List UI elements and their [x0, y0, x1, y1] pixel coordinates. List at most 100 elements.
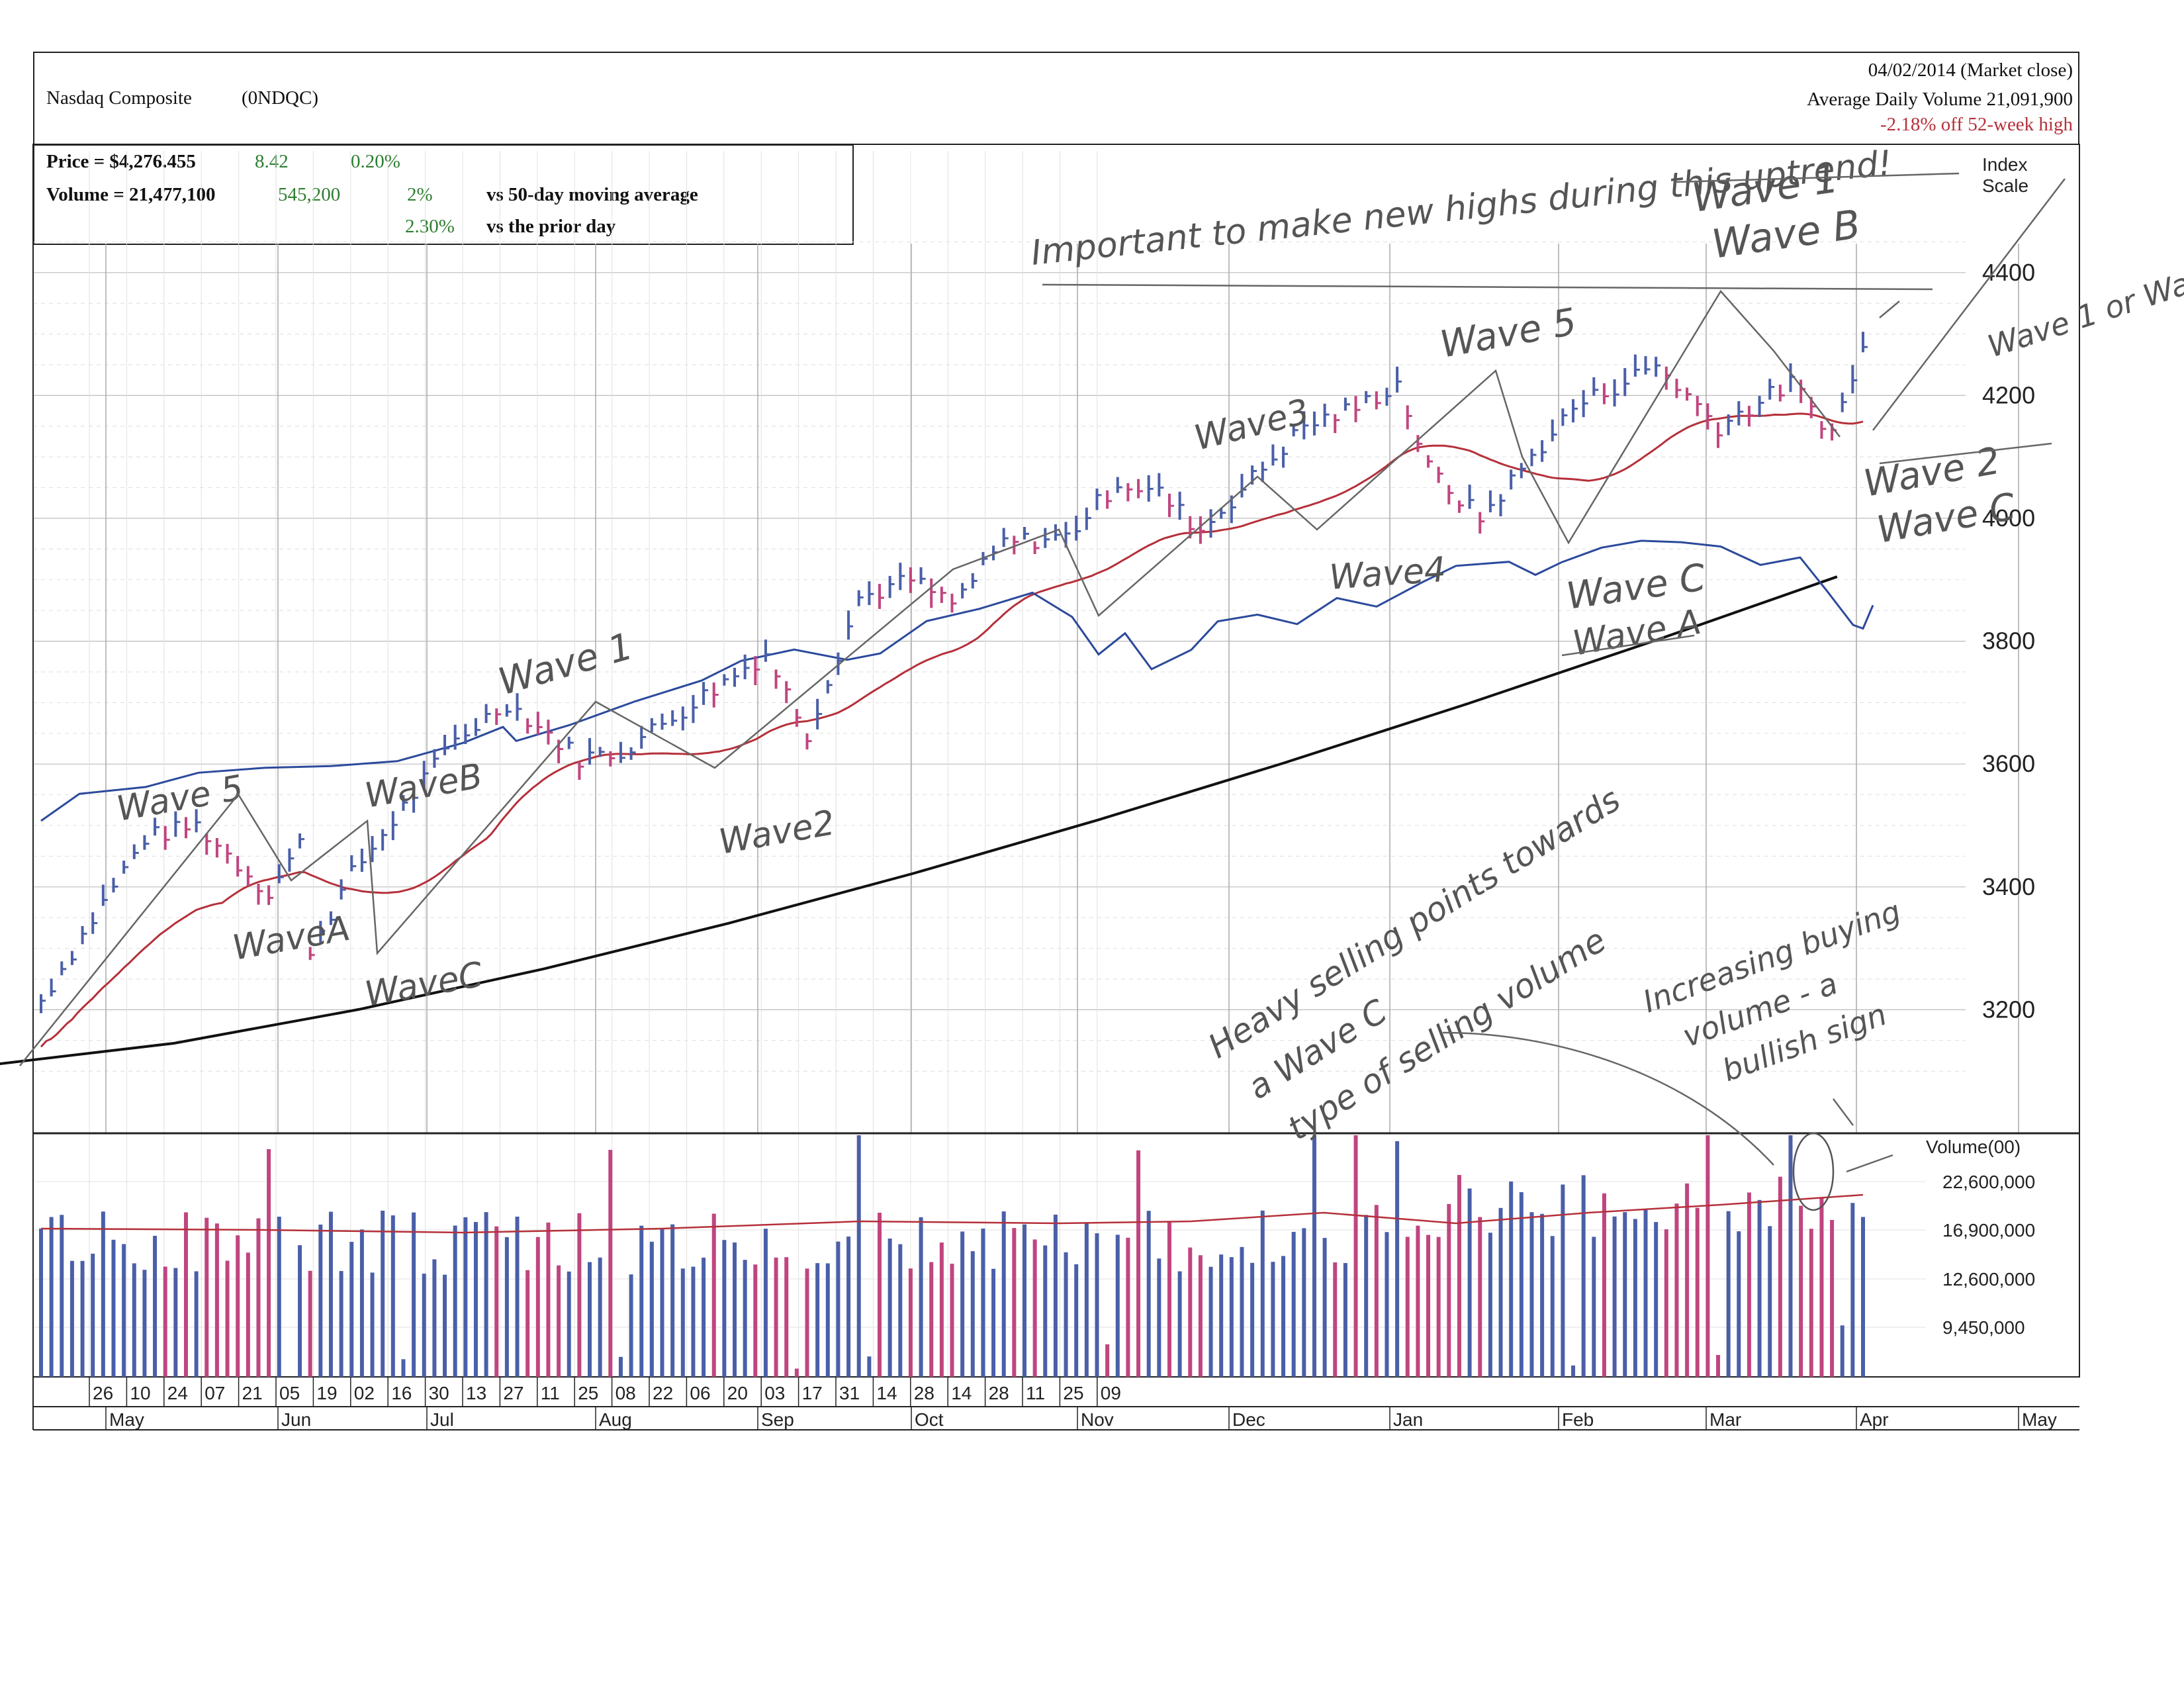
volume-bar [39, 1228, 43, 1377]
index-name: Nasdaq Composite [46, 87, 192, 109]
volume-bar [1830, 1219, 1835, 1377]
volume-tick-0: 22,600,000 [1942, 1172, 2035, 1192]
month-label-Jun: Jun [281, 1409, 311, 1430]
volume-bar [225, 1260, 230, 1377]
volume-bar [473, 1221, 478, 1377]
volume-bar [1788, 1135, 1793, 1377]
date-tick-25: 25 [578, 1383, 598, 1403]
date-tick-30: 30 [429, 1383, 449, 1403]
volume-bar [1250, 1262, 1255, 1377]
volume-bar [856, 1135, 861, 1377]
volume-bar [1478, 1217, 1482, 1377]
ma200-path [0, 575, 1838, 1066]
price-label: Price = $4,276.455 [46, 151, 196, 172]
volume-bar [1364, 1215, 1369, 1377]
annotation-heavy-selling: Heavy selling points towards [1202, 780, 1627, 1066]
month-label-Apr: Apr [1860, 1409, 1889, 1430]
volume-bar [349, 1242, 354, 1377]
volume-bar [1840, 1325, 1844, 1377]
volume-bar [929, 1262, 934, 1377]
volume-bars [39, 1135, 1865, 1377]
date-tick-17: 17 [802, 1383, 823, 1403]
volume-bar [1219, 1254, 1224, 1377]
volume-bar [1654, 1222, 1659, 1377]
volume-vs-ma: vs 50-day moving average [486, 184, 698, 205]
volume-ma-path [40, 1194, 1864, 1234]
volume-bar [1695, 1207, 1700, 1377]
volume-bar [1861, 1217, 1865, 1377]
price-percent: 0.20% [351, 151, 400, 172]
volume-bar [183, 1212, 188, 1377]
annotation-stroke [1846, 1154, 1893, 1173]
volume-bar [660, 1228, 664, 1377]
price-change: 8.42 [255, 151, 289, 172]
volume-bar [142, 1270, 147, 1377]
volume-bar [1188, 1247, 1193, 1377]
month-label-Aug: Aug [599, 1409, 632, 1430]
volume-bar [91, 1253, 95, 1377]
date-tick-07: 07 [205, 1383, 225, 1403]
volume-scale-label: Volume(00) [1926, 1137, 2021, 1157]
month-label-Jan: Jan [1393, 1409, 1423, 1430]
volume-bar [390, 1215, 395, 1377]
volume-bar [1747, 1192, 1751, 1377]
volume-bar [1529, 1212, 1534, 1377]
volume-bar [784, 1257, 789, 1377]
date-tick-22: 22 [653, 1383, 673, 1403]
date-tick-11: 11 [541, 1383, 560, 1403]
volume-bar [753, 1264, 758, 1377]
volume-bar [867, 1356, 872, 1377]
volume-bar [557, 1265, 561, 1377]
date-tick-28: 28 [914, 1383, 934, 1403]
annotation-stroke [1442, 1031, 1774, 1166]
annotation-stroke [1561, 634, 1695, 657]
volume-change: 545,200 [278, 184, 341, 205]
volume-bar [504, 1237, 509, 1377]
month-label-Sep: Sep [761, 1409, 794, 1430]
volume-bar [1271, 1262, 1275, 1377]
volume-bar [939, 1243, 944, 1377]
volume-bar [887, 1238, 892, 1377]
volume-bar [1343, 1263, 1347, 1377]
date-tick-13: 13 [466, 1383, 486, 1403]
month-label-Jul: Jul [430, 1409, 454, 1430]
volume-bar [69, 1260, 74, 1377]
volume-bar [1602, 1193, 1606, 1377]
volume-bar [1312, 1135, 1316, 1377]
volume-bar [453, 1225, 457, 1377]
volume-bar [1768, 1226, 1772, 1377]
volume-bar [1260, 1210, 1265, 1377]
date-tick-26: 26 [93, 1383, 113, 1403]
annotation-stroke [1879, 301, 1900, 318]
index-symbol: (0NDQC) [242, 87, 318, 109]
price-bars [40, 332, 1868, 1013]
volume-bar [991, 1268, 996, 1377]
volume-bar [763, 1229, 768, 1377]
volume-bar [1561, 1184, 1565, 1377]
volume-bar [1157, 1258, 1161, 1377]
volume-bar [1012, 1228, 1017, 1377]
volume-bar [711, 1213, 716, 1377]
volume-bar [412, 1212, 416, 1377]
volume-bar [598, 1257, 602, 1377]
volume-bar [1281, 1256, 1286, 1377]
volume-bar [1664, 1229, 1668, 1377]
volume-bar [546, 1222, 551, 1377]
volume-bar [1353, 1135, 1358, 1377]
volume-bar [132, 1263, 136, 1377]
volume-bar [950, 1264, 954, 1377]
date-tick-14: 14 [876, 1383, 897, 1403]
volume-bar [691, 1266, 696, 1377]
annotation-circle [1792, 1132, 1835, 1211]
volume-bar [339, 1271, 343, 1377]
volume-bar [1322, 1238, 1327, 1377]
date-tick-27: 27 [503, 1383, 523, 1403]
volume-bar [588, 1262, 592, 1377]
volume-bar [1105, 1344, 1110, 1377]
date-tick-14: 14 [951, 1383, 972, 1403]
rs-path [40, 539, 1874, 822]
volume-bar [1623, 1212, 1627, 1377]
date-tick-05: 05 [279, 1383, 300, 1403]
